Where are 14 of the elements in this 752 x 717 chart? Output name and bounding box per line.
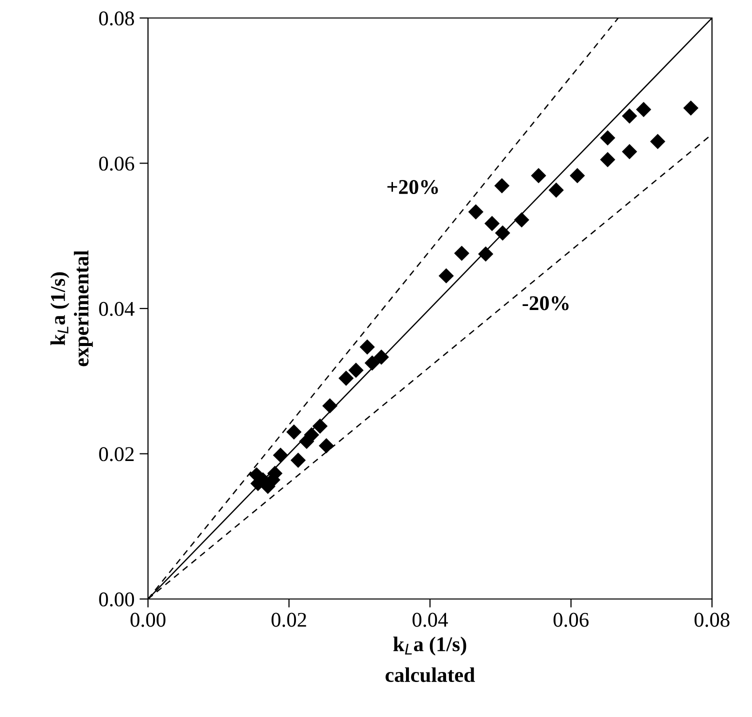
x-tick-label: 0.00 — [130, 612, 166, 627]
y-tick-label: 0.06 — [99, 156, 134, 171]
y-tick-label: 0.08 — [99, 11, 134, 26]
x-tick-label: 0.06 — [554, 612, 589, 627]
annotation: +20% — [387, 180, 438, 194]
x-tick-label: 0.02 — [272, 612, 306, 627]
x-axis-title: k$_{L}$a (1/s) calculated — [386, 636, 475, 682]
x-tick-label: 0.08 — [694, 612, 730, 627]
y-tick-label: 0.02 — [99, 447, 134, 462]
y-axis-title: k$_{L}$a (1/s) experimental — [50, 250, 93, 366]
annotation: -20% — [522, 296, 569, 310]
x-tick-label: 0.04 — [412, 612, 448, 627]
y-tick-label: 0.04 — [99, 302, 134, 316]
y-tick-label: 0.00 — [99, 592, 134, 607]
